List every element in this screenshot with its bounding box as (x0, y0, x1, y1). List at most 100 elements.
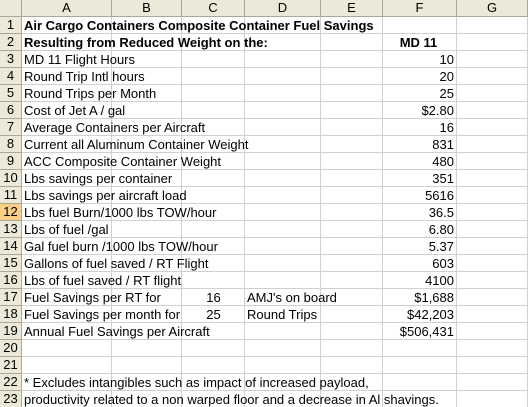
cell-text[interactable]: Lbs savings per aircraft load (24, 188, 187, 203)
cell-text[interactable]: Resulting from Reduced Weight on the: (24, 35, 268, 50)
grid-line (22, 305, 528, 306)
column-header[interactable]: G (457, 0, 528, 17)
column-header[interactable]: E (321, 0, 383, 17)
cell-text[interactable]: 603 (432, 256, 454, 271)
cell-text[interactable]: 25 (206, 307, 221, 322)
column-header[interactable]: F (383, 0, 457, 17)
row-header[interactable]: 11 (0, 187, 22, 204)
cell-text[interactable]: $42,203 (407, 307, 454, 322)
cell-text[interactable]: Air Cargo Containers Composite Container… (24, 18, 374, 33)
row-header[interactable]: 19 (0, 323, 22, 340)
grid-line (244, 17, 245, 407)
row-header[interactable]: 3 (0, 51, 22, 68)
row-header[interactable]: 12 (0, 204, 22, 221)
cell-text[interactable]: 4100 (425, 273, 454, 288)
cell-text[interactable]: 5616 (425, 188, 454, 203)
cell-text[interactable]: 831 (432, 137, 454, 152)
column-header[interactable]: C (182, 0, 245, 17)
row-header[interactable]: 22 (0, 374, 22, 391)
row-header[interactable]: 18 (0, 306, 22, 323)
cell-text[interactable]: $2.80 (421, 103, 454, 118)
cell-text[interactable]: 351 (432, 171, 454, 186)
grid-line (22, 169, 528, 170)
row-header[interactable]: 23 (0, 391, 22, 407)
cell-text[interactable]: 5.37 (428, 239, 454, 254)
grid-line (22, 356, 528, 357)
cell-text[interactable]: 36.5 (428, 205, 454, 220)
cell-text[interactable]: Fuel Savings per month for (24, 307, 181, 322)
grid-line (22, 254, 528, 255)
row-header[interactable]: 15 (0, 255, 22, 272)
cell-text[interactable]: ACC Composite Container Weight (24, 154, 222, 169)
cell-text[interactable]: AMJ's on board (247, 290, 337, 305)
row-header[interactable]: 7 (0, 119, 22, 136)
grid-line (22, 288, 528, 289)
grid-line (22, 84, 528, 85)
row-header[interactable]: 14 (0, 238, 22, 255)
grid-line (22, 322, 528, 323)
grid-line (22, 271, 528, 272)
grid-line (22, 220, 528, 221)
row-header[interactable]: 13 (0, 221, 22, 238)
grid-line (22, 390, 528, 391)
cell-text[interactable]: Lbs of fuel saved / RT flight (24, 273, 182, 288)
cell-text[interactable]: 16 (439, 120, 454, 135)
row-header[interactable]: 1 (0, 17, 22, 34)
row-header[interactable]: 21 (0, 357, 22, 374)
grid-line (382, 17, 383, 407)
column-header[interactable]: A (22, 0, 112, 17)
cell-text[interactable]: MD 11 (399, 35, 438, 50)
cell-text[interactable]: productivity related to a non warped flo… (24, 392, 439, 407)
column-header[interactable]: D (245, 0, 321, 17)
grid-line (22, 152, 528, 153)
row-header[interactable]: 5 (0, 85, 22, 102)
grid-line (111, 17, 112, 407)
cell-text[interactable]: 16 (206, 290, 221, 305)
cell-text[interactable]: Annual Fuel Savings per Aircraft (24, 324, 210, 339)
row-header[interactable]: 2 (0, 34, 22, 51)
grid-line (22, 203, 528, 204)
grid-line (22, 373, 528, 374)
grid-line (22, 67, 528, 68)
cell-text[interactable]: $1,688 (414, 290, 454, 305)
cell-text[interactable]: Gal fuel burn /1000 lbs TOW/hour (24, 239, 218, 254)
row-header[interactable]: 8 (0, 136, 22, 153)
grid-line (22, 101, 528, 102)
grid-line (22, 33, 528, 34)
row-header[interactable]: 16 (0, 272, 22, 289)
cell-text[interactable]: 480 (432, 154, 454, 169)
cell-text[interactable]: Lbs savings per container (24, 171, 173, 186)
column-header[interactable]: B (112, 0, 182, 17)
cell-text[interactable]: 6.80 (428, 222, 454, 237)
row-header[interactable]: 9 (0, 153, 22, 170)
row-header[interactable]: 10 (0, 170, 22, 187)
cell-text[interactable]: Lbs of fuel /gal (24, 222, 109, 237)
grid-line (181, 17, 182, 407)
grid-line (22, 50, 528, 51)
cell-text[interactable]: Round Trips per Month (24, 86, 157, 101)
cell-text[interactable]: $506,431 (399, 324, 454, 339)
grid-line (456, 17, 457, 407)
row-header[interactable]: 6 (0, 102, 22, 119)
grid-line (22, 135, 528, 136)
corner (0, 0, 22, 17)
row-header[interactable]: 17 (0, 289, 22, 306)
grid-line (320, 17, 321, 407)
cell-text[interactable]: Cost of Jet A / gal (24, 103, 126, 118)
cell-text[interactable]: Current all Aluminum Container Weight (24, 137, 249, 152)
cell-text[interactable]: Fuel Savings per RT for (24, 290, 161, 305)
row-header[interactable]: 20 (0, 340, 22, 357)
cell-text[interactable]: Gallons of fuel saved / RT Flight (24, 256, 209, 271)
cell-text[interactable]: 25 (439, 86, 454, 101)
cell-text[interactable]: MD 11 Flight Hours (24, 52, 136, 67)
row-header[interactable]: 4 (0, 68, 22, 85)
cell-text[interactable]: Round Trip Intl hours (24, 69, 145, 84)
cell-text[interactable]: Lbs fuel Burn/1000 lbs TOW/hour (24, 205, 217, 220)
cell-text[interactable]: 20 (439, 69, 454, 84)
cell-text[interactable]: Round Trips (247, 307, 318, 322)
cell-text[interactable]: * Excludes intangibles such as impact of… (24, 375, 369, 390)
grid-line (22, 118, 528, 119)
cell-text[interactable]: Average Containers per Aircraft (24, 120, 206, 135)
cell-text[interactable]: 10 (439, 52, 454, 67)
